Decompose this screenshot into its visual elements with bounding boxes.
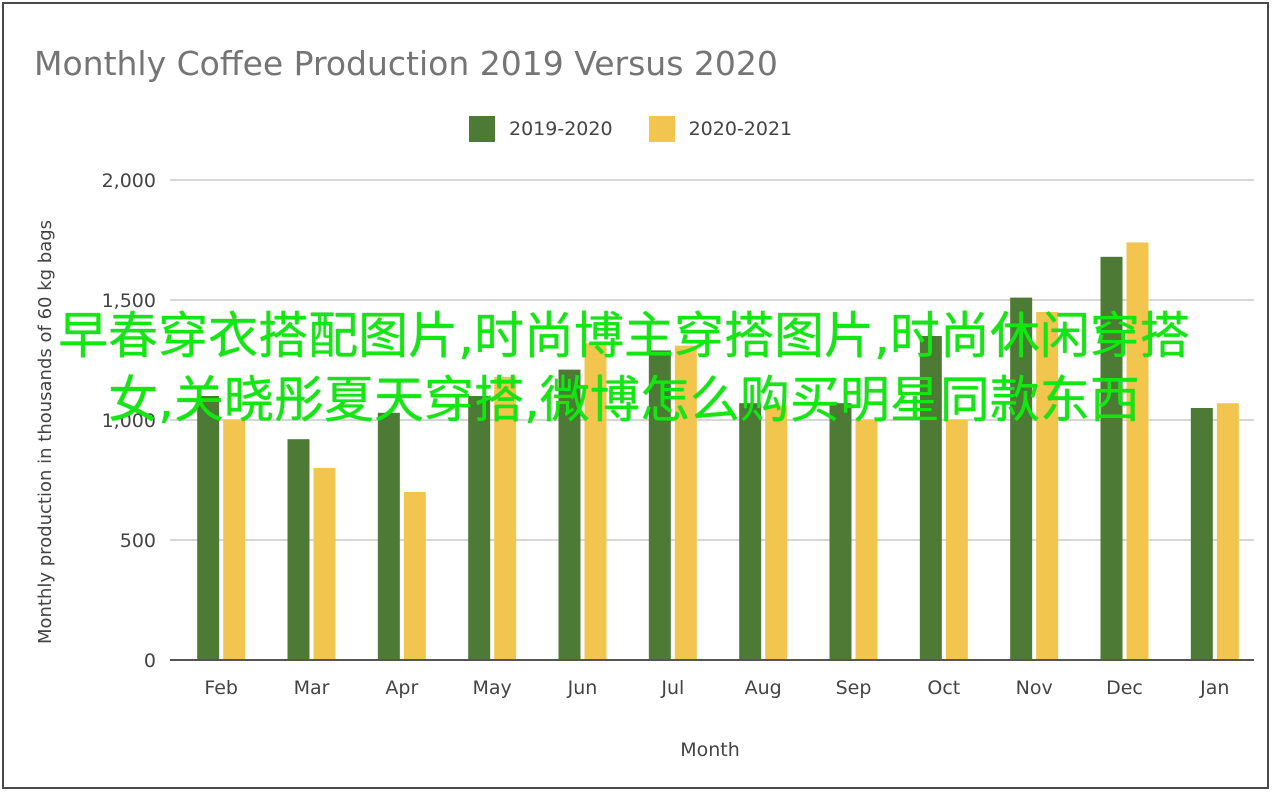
bar-apr-series-1 (377, 412, 400, 660)
bar-nov-series-1 (1010, 297, 1033, 660)
overlay-watermark-text: 早春穿衣搭配图片,时尚博主穿搭图片,时尚休闲穿搭女,关晓彤夏天穿搭,微博怎么购买… (58, 307, 1190, 429)
x-tick-label: May (473, 677, 512, 699)
bar-sep-series-2 (855, 420, 878, 660)
legend-label-series-1: 2019-2020 (509, 118, 613, 140)
y-axis-label: Monthly production in thousands of 60 kg… (35, 220, 56, 644)
legend: 2019-2020 2020-2021 (469, 116, 828, 142)
plot-area: 0 500 1,000 1,500 2,000 Feb Mar Apr May Jun Jul Aug… (35, 170, 1254, 761)
bar-jul-series-2 (674, 345, 697, 660)
x-tick-label: Feb (204, 677, 238, 699)
x-tick-label: Aug (745, 677, 782, 699)
y-tick-label: 1,500 (102, 290, 156, 312)
bar-jan-series-2 (1216, 403, 1239, 660)
y-tick-label: 2,000 (102, 170, 156, 192)
legend-label-series-2: 2020-2021 (688, 118, 793, 140)
x-tick-label: Nov (1016, 677, 1053, 699)
bar-oct-series-1 (919, 336, 942, 660)
x-tick-label: Sep (836, 677, 872, 699)
bar-apr-series-2 (403, 492, 426, 660)
x-tick-label: Apr (385, 677, 418, 699)
bar-dec-series-1 (1100, 256, 1123, 660)
legend-item-series-1: 2019-2020 (469, 116, 613, 142)
bar-aug-series-2 (765, 405, 788, 660)
bar-aug-series-1 (739, 403, 762, 660)
x-tick-label: Mar (294, 677, 330, 699)
gridlines (170, 179, 1254, 541)
bar-feb-series-1 (197, 396, 220, 660)
bar-may-series-2 (494, 376, 517, 660)
bar-may-series-1 (468, 396, 491, 660)
legend-swatch-series-1 (469, 116, 495, 142)
x-tick-label: Dec (1106, 677, 1143, 699)
bar-jun-series-2 (584, 343, 607, 660)
bar-mar-series-1 (287, 439, 310, 660)
x-tick-label: Jan (1199, 677, 1229, 699)
bar-mar-series-2 (313, 468, 336, 660)
bar-jan-series-1 (1190, 408, 1213, 660)
bar-sep-series-1 (829, 403, 852, 660)
y-tick-label: 1,000 (102, 410, 156, 432)
x-tick-label: Jul (660, 677, 684, 699)
bars (197, 242, 1239, 660)
x-tick-label: Oct (927, 677, 960, 699)
bar-dec-series-2 (1126, 242, 1149, 660)
x-axis-label: Month (680, 739, 740, 761)
legend-item-series-2: 2020-2021 (648, 116, 793, 142)
bar-jul-series-1 (648, 350, 671, 660)
y-tick-label: 0 (144, 650, 156, 672)
bar-feb-series-2 (223, 420, 246, 660)
bar-oct-series-2 (945, 420, 968, 660)
y-tick-label: 500 (120, 530, 156, 552)
bar-nov-series-2 (1036, 312, 1059, 660)
x-tick-label: Jun (567, 677, 598, 699)
chart-title: Monthly Coffee Production 2019 Versus 20… (34, 44, 778, 83)
bar-jun-series-1 (558, 369, 581, 660)
axes: 0 500 1,000 1,500 2,000 Feb Mar Apr May Jun Jul Aug… (102, 170, 1254, 699)
legend-swatch-series-2 (648, 116, 675, 142)
